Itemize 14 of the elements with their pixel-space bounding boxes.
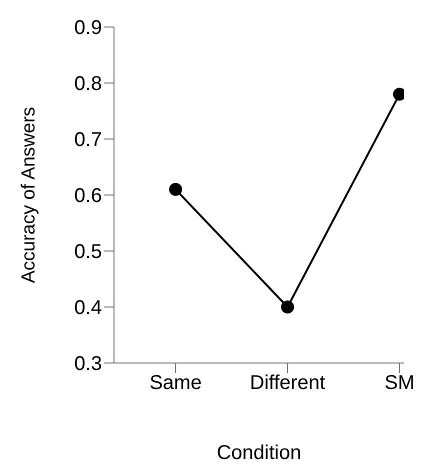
y-tick-label: 0.4 xyxy=(74,297,102,320)
y-tick-label: 0.3 xyxy=(74,353,102,376)
y-tick-label: 0.9 xyxy=(74,17,102,40)
y-tick-label: 0.8 xyxy=(74,73,102,96)
x-tick-label: SM xyxy=(384,372,415,394)
y-axis-title: Accuracy of Answers xyxy=(18,106,40,284)
x-tick-label: Same xyxy=(149,372,202,394)
x-axis-title: Condition xyxy=(216,442,302,464)
x-tick-label: Different xyxy=(250,372,326,394)
point xyxy=(169,182,182,196)
y-tick-label: 0.6 xyxy=(74,185,102,208)
point xyxy=(281,300,294,314)
y-tick-label: 0.5 xyxy=(74,241,102,264)
y-tick-label: 0.7 xyxy=(74,129,102,152)
